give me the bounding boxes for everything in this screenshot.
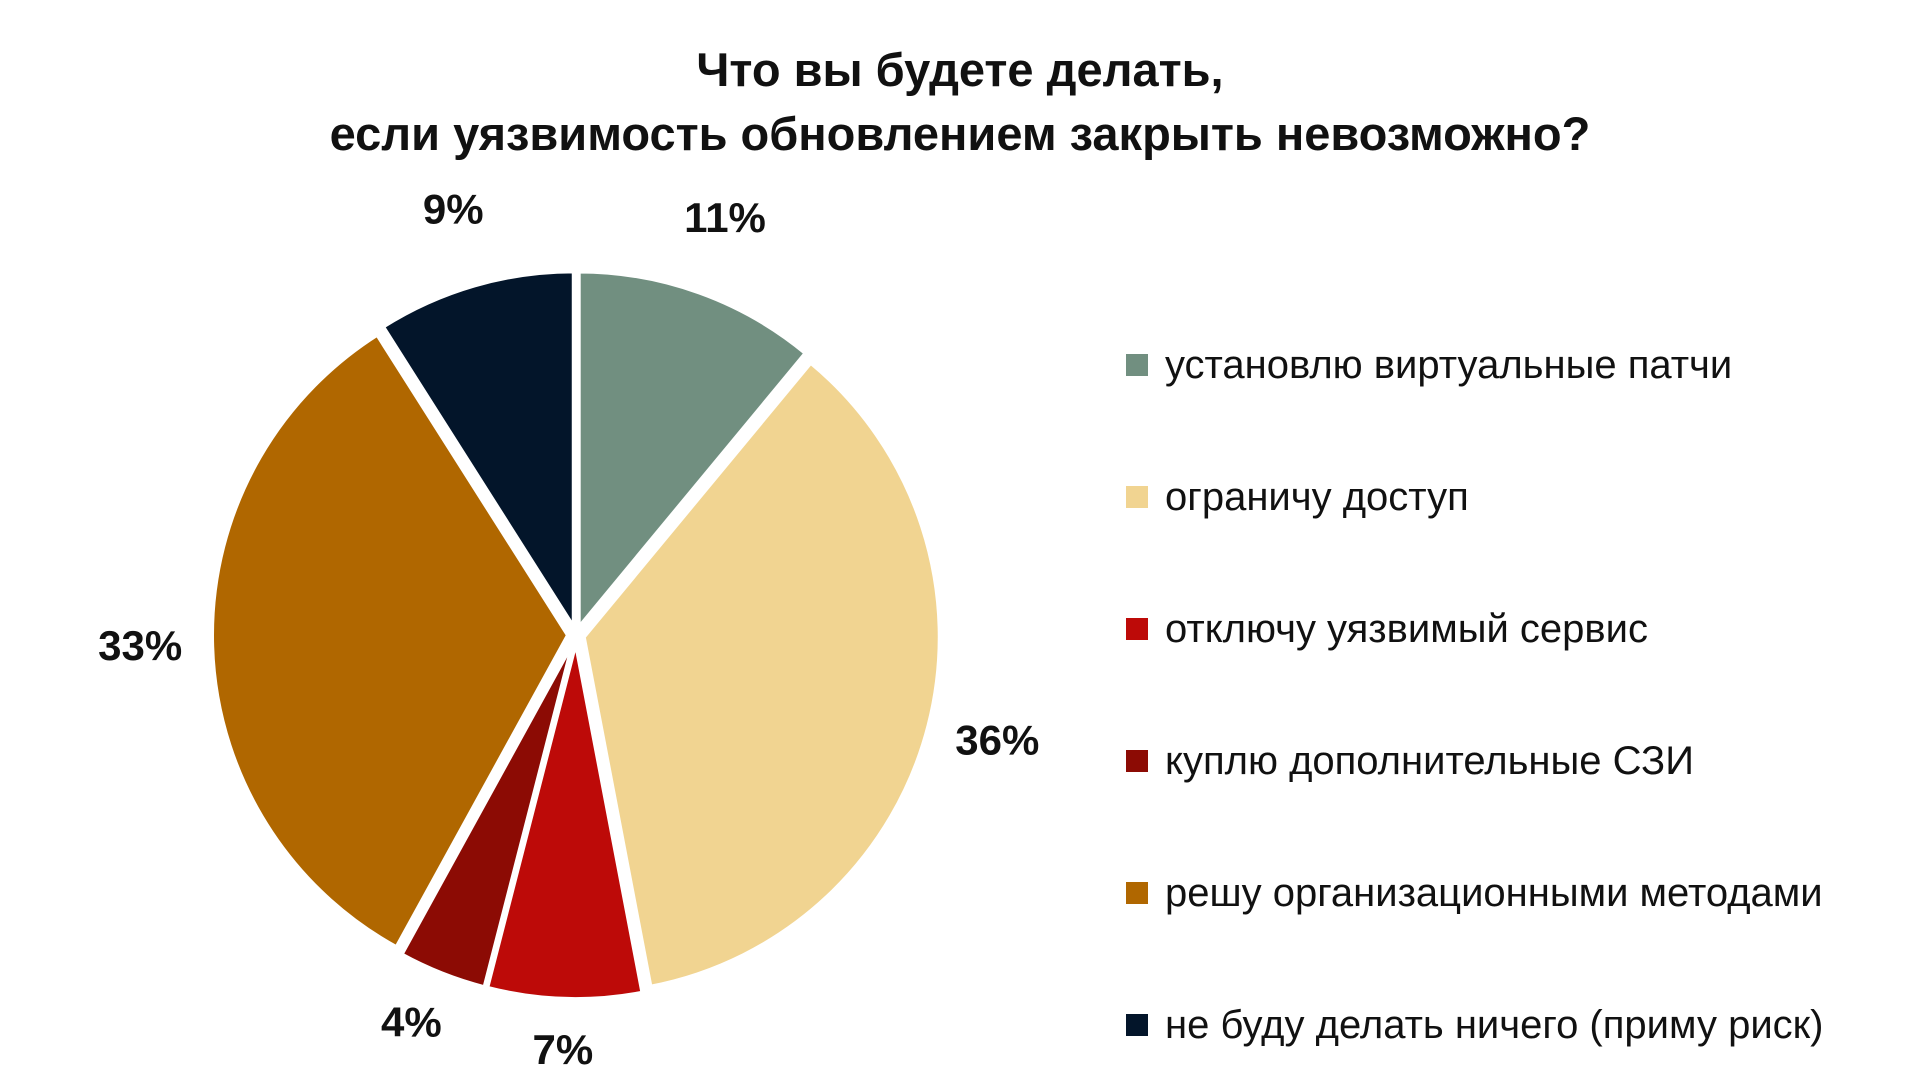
legend-item: отключу уязвимый сервис (1126, 599, 1648, 659)
legend-item: куплю дополнительные СЗИ (1126, 731, 1694, 791)
legend-swatch (1126, 486, 1148, 508)
legend-item: не буду делать ничего (приму риск) (1126, 995, 1823, 1055)
legend-label: решу организационными методами (1165, 870, 1823, 915)
chart-legend: установлю виртуальные патчи ограничу дост… (1126, 0, 1906, 1080)
legend-item: установлю виртуальные патчи (1126, 335, 1732, 395)
legend-label: отключу уязвимый сервис (1165, 606, 1648, 651)
legend-label: ограничу доступ (1165, 474, 1469, 519)
pie-slice (576, 269, 808, 630)
legend-item: решу организационными методами (1126, 863, 1823, 923)
pie-slice (581, 360, 942, 989)
slice-value-label: 33% (98, 622, 182, 669)
slice-value-label: 9% (423, 186, 484, 233)
legend-swatch (1126, 1014, 1148, 1036)
slice-value-label: 7% (533, 1026, 594, 1073)
slice-value-label: 4% (381, 999, 442, 1046)
legend-label: куплю дополнительные СЗИ (1165, 738, 1694, 783)
legend-swatch (1126, 882, 1148, 904)
chart-title: Что вы будете делать, если уязвимость об… (0, 38, 1920, 166)
pie-slice (399, 640, 576, 990)
legend-swatch (1126, 618, 1148, 640)
slice-value-label: 36% (955, 716, 1039, 763)
chart-title-line-2: если уязвимость обновлением закрыть нево… (329, 107, 1591, 160)
pie-slice (485, 640, 645, 1001)
pie-slice (381, 269, 576, 630)
slice-value-label: 11% (684, 194, 766, 241)
chart-title-line-1: Что вы будете делать, (696, 43, 1224, 96)
legend-label: установлю виртуальные патчи (1165, 342, 1733, 387)
pie-slice (210, 332, 571, 950)
legend-swatch (1126, 750, 1148, 772)
legend-swatch (1126, 354, 1148, 376)
legend-label: не буду делать ничего (приму риск) (1165, 1002, 1824, 1047)
legend-item: ограничу доступ (1126, 467, 1469, 527)
